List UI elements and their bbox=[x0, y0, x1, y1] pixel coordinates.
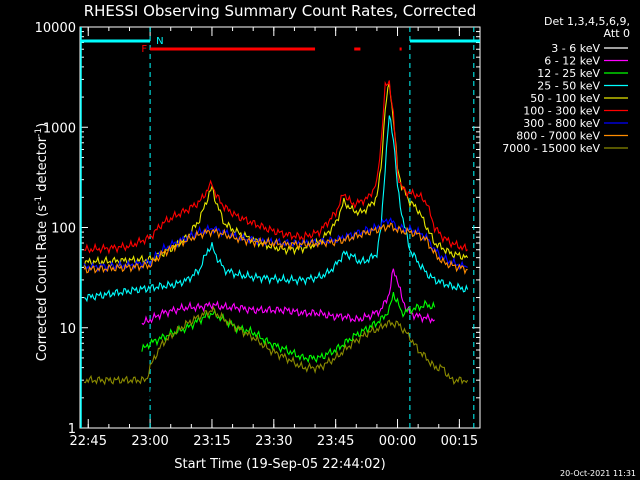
x-tick-label: 23:00 bbox=[131, 434, 168, 449]
series-line-800-7000keV bbox=[83, 222, 468, 275]
x-tick-label: 22:45 bbox=[70, 434, 107, 449]
y-axis-label: Corrected Count Rate (s-1 detector-1) bbox=[34, 123, 50, 361]
y-tick-label: 1 bbox=[68, 422, 76, 437]
legend-label: 800 - 7000 keV bbox=[516, 130, 600, 143]
plot-area: 1 10 100 1000 10000 22:45 23:00 23:15 23:30 23:4… bbox=[35, 21, 481, 449]
flare-bars: F bbox=[141, 44, 402, 55]
flare-label: F bbox=[141, 44, 147, 55]
series-line-7000-15000keV bbox=[83, 305, 469, 386]
x-tick-label: 23:15 bbox=[193, 434, 230, 449]
date-stamp: 20-Oct-2021 11:31 bbox=[560, 469, 636, 478]
y-tick-label: 1000 bbox=[43, 121, 76, 136]
legend-label: 300 - 800 keV bbox=[523, 117, 600, 130]
night-label: N bbox=[156, 36, 163, 47]
legend-label: 50 - 100 keV bbox=[530, 92, 600, 105]
x-tick-label: 00:00 bbox=[379, 434, 416, 449]
y-tick-label: 10 bbox=[59, 322, 76, 337]
x-tick-label: 23:30 bbox=[255, 434, 292, 449]
legend-label: 3 - 6 keV bbox=[551, 42, 600, 55]
legend-header-attenuator: Att 0 bbox=[604, 27, 630, 40]
x-tick-label: 23:45 bbox=[317, 434, 354, 449]
series-line-100-300keV bbox=[83, 80, 468, 255]
night-bars: N bbox=[80, 36, 480, 47]
x-axis-label: Start Time (19-Sep-05 22:44:02) bbox=[174, 457, 385, 472]
legend-header-detectors: Det 1,3,4,5,6,9, bbox=[544, 15, 630, 28]
legend-label: 12 - 25 keV bbox=[537, 67, 600, 80]
legend-label: 7000 - 15000 keV bbox=[502, 142, 600, 155]
legend-label: 6 - 12 keV bbox=[544, 55, 600, 68]
x-axis: 22:45 23:00 23:15 23:30 23:45 00:00 00:15 bbox=[70, 27, 478, 449]
legend-label: 100 - 300 keV bbox=[523, 105, 600, 118]
x-tick-label: 00:15 bbox=[441, 434, 478, 449]
legend-label: 25 - 50 keV bbox=[537, 80, 600, 93]
y-tick-label: 10000 bbox=[35, 21, 76, 36]
series-line-12-25keV bbox=[141, 291, 436, 364]
series-lines bbox=[83, 80, 469, 415]
chart-title: RHESSI Observing Summary Count Rates, Co… bbox=[84, 2, 477, 20]
series-line-25-50keV bbox=[83, 115, 469, 303]
y-tick-label: 100 bbox=[51, 222, 76, 237]
series-line-300-800keV bbox=[83, 217, 468, 273]
series-line-6-12keV bbox=[141, 268, 435, 326]
